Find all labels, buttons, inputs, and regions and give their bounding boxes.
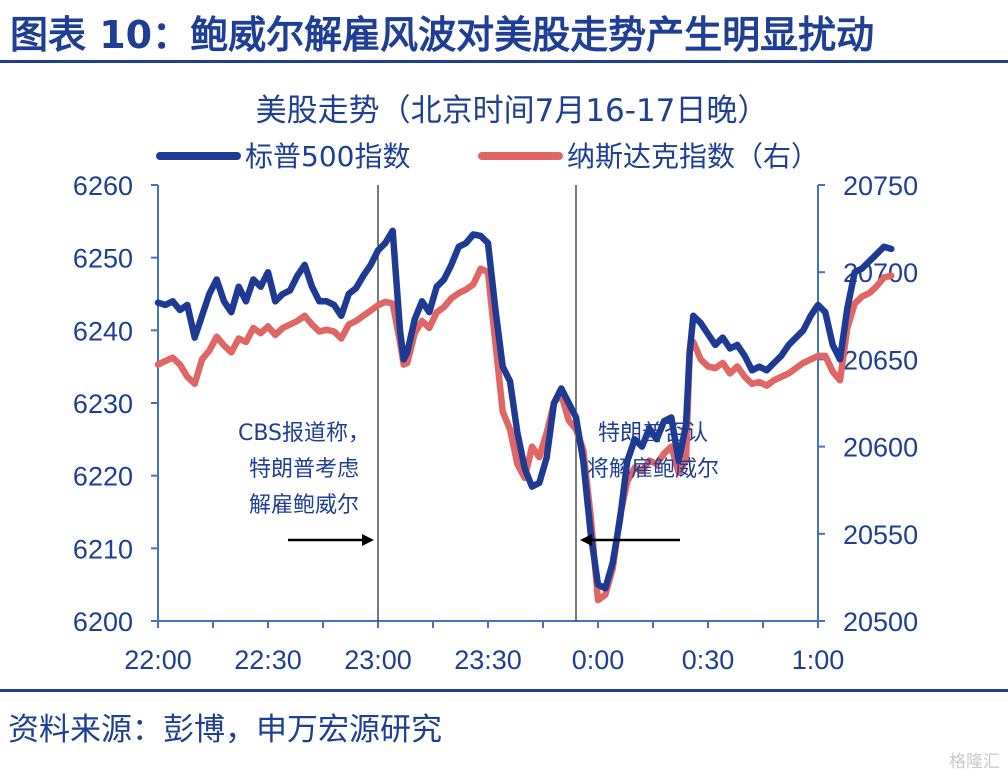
- right-tick-label: 20550: [843, 520, 918, 550]
- chart-title: 美股走势（北京时间7月16-17日晚）: [256, 93, 769, 129]
- annotation-arrow-head: [362, 534, 374, 546]
- series-line-spx: [154, 227, 895, 592]
- title-rule: [0, 60, 1008, 63]
- x-tick-label: 23:00: [344, 645, 412, 675]
- chart: 美股走势（北京时间7月16-17日晚） 标普500指数 纳斯达克指数（右） 6200 6…: [73, 93, 918, 675]
- watermark: 格隆汇: [949, 752, 1000, 772]
- x-tick-label: 1:00: [792, 645, 845, 675]
- figure-title: 图表 10：鲍威尔解雇风波对美股走势产生明显扰动: [10, 13, 875, 57]
- annotation-text-2: 特朗普否认: [598, 421, 708, 446]
- left-tick-label: 6200: [73, 607, 133, 637]
- right-tick-label: 20600: [843, 433, 918, 463]
- annotation-text-1: 解雇鲍威尔: [249, 493, 359, 518]
- right-tick-label: 20750: [843, 171, 918, 201]
- x-tick-label: 23:30: [454, 645, 522, 675]
- left-tick-label: 6230: [73, 389, 133, 419]
- annotation-text-2: 将解雇鲍威尔: [587, 457, 719, 482]
- right-tick-label: 20500: [843, 607, 918, 637]
- annotation-text-1: 特朗普考虑: [249, 457, 359, 482]
- left-tick-label: 6220: [73, 462, 133, 492]
- left-tick-label: 6250: [73, 244, 133, 274]
- legend-label-1: 标普500指数: [245, 140, 410, 173]
- annotation-arrow-head: [580, 534, 592, 546]
- source-rule: [0, 689, 1008, 692]
- x-tick-label: 22:30: [234, 645, 302, 675]
- x-tick-label: 0:00: [572, 645, 625, 675]
- annotation-text-1: CBS报道称，: [238, 421, 370, 446]
- legend-label-2: 纳斯达克指数（右）: [567, 140, 819, 173]
- series-line-nasdaq: [154, 265, 895, 604]
- left-tick-label: 6240: [73, 316, 133, 346]
- right-tick-label: 20650: [843, 345, 918, 375]
- x-tick-label: 22:00: [124, 645, 192, 675]
- left-tick-label: 6260: [73, 171, 133, 201]
- x-tick-label: 0:30: [682, 645, 735, 675]
- source-note: 资料来源：彭博，申万宏源研究: [8, 712, 442, 748]
- left-tick-label: 6210: [73, 534, 133, 564]
